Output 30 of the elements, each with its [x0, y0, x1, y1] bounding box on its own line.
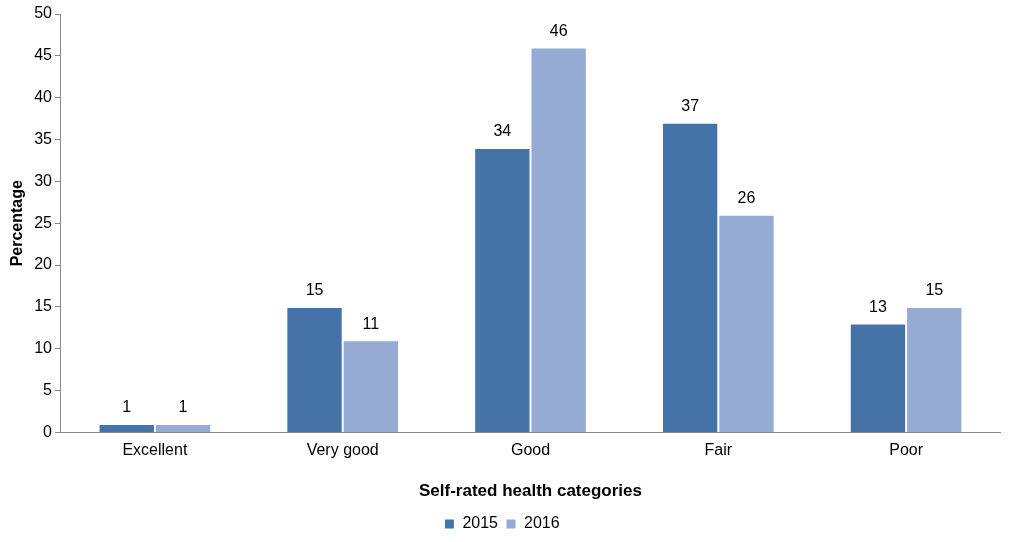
x-tick-label: Excellent — [122, 441, 188, 459]
data-label: 37 — [681, 97, 700, 115]
legend-label: 2015 — [462, 514, 499, 532]
y-tick-label: 25 — [34, 213, 53, 231]
data-label: 34 — [493, 122, 512, 140]
y-tick-label: 0 — [43, 422, 53, 440]
data-label: 26 — [737, 189, 756, 207]
data-label: 1 — [178, 398, 188, 416]
y-tick-label: 35 — [34, 129, 53, 147]
y-tick-label: 5 — [43, 380, 53, 398]
x-tick-label: Fair — [704, 441, 733, 459]
y-tick-label: 10 — [34, 339, 53, 357]
y-tick-label: 50 — [34, 4, 53, 22]
y-tick-label: 40 — [34, 88, 53, 106]
data-label: 15 — [925, 281, 944, 299]
x-tick-label: Poor — [889, 441, 924, 459]
x-tick-label: Good — [510, 441, 551, 459]
y-tick-label: 45 — [34, 46, 53, 64]
y-axis-title: Percentage — [8, 179, 26, 267]
x-axis-title: Self-rated health categories — [419, 481, 642, 501]
legend-label: 2016 — [524, 514, 560, 532]
y-tick-label: 20 — [34, 255, 53, 273]
data-label: 46 — [549, 21, 568, 39]
data-label: 13 — [869, 298, 887, 316]
y-tick-label: 30 — [34, 171, 53, 189]
data-label: 11 — [362, 314, 380, 332]
data-label: 1 — [122, 398, 132, 416]
data-label: 15 — [305, 281, 324, 299]
y-tick-label: 15 — [34, 297, 53, 315]
x-tick-label: Very good — [306, 441, 379, 459]
